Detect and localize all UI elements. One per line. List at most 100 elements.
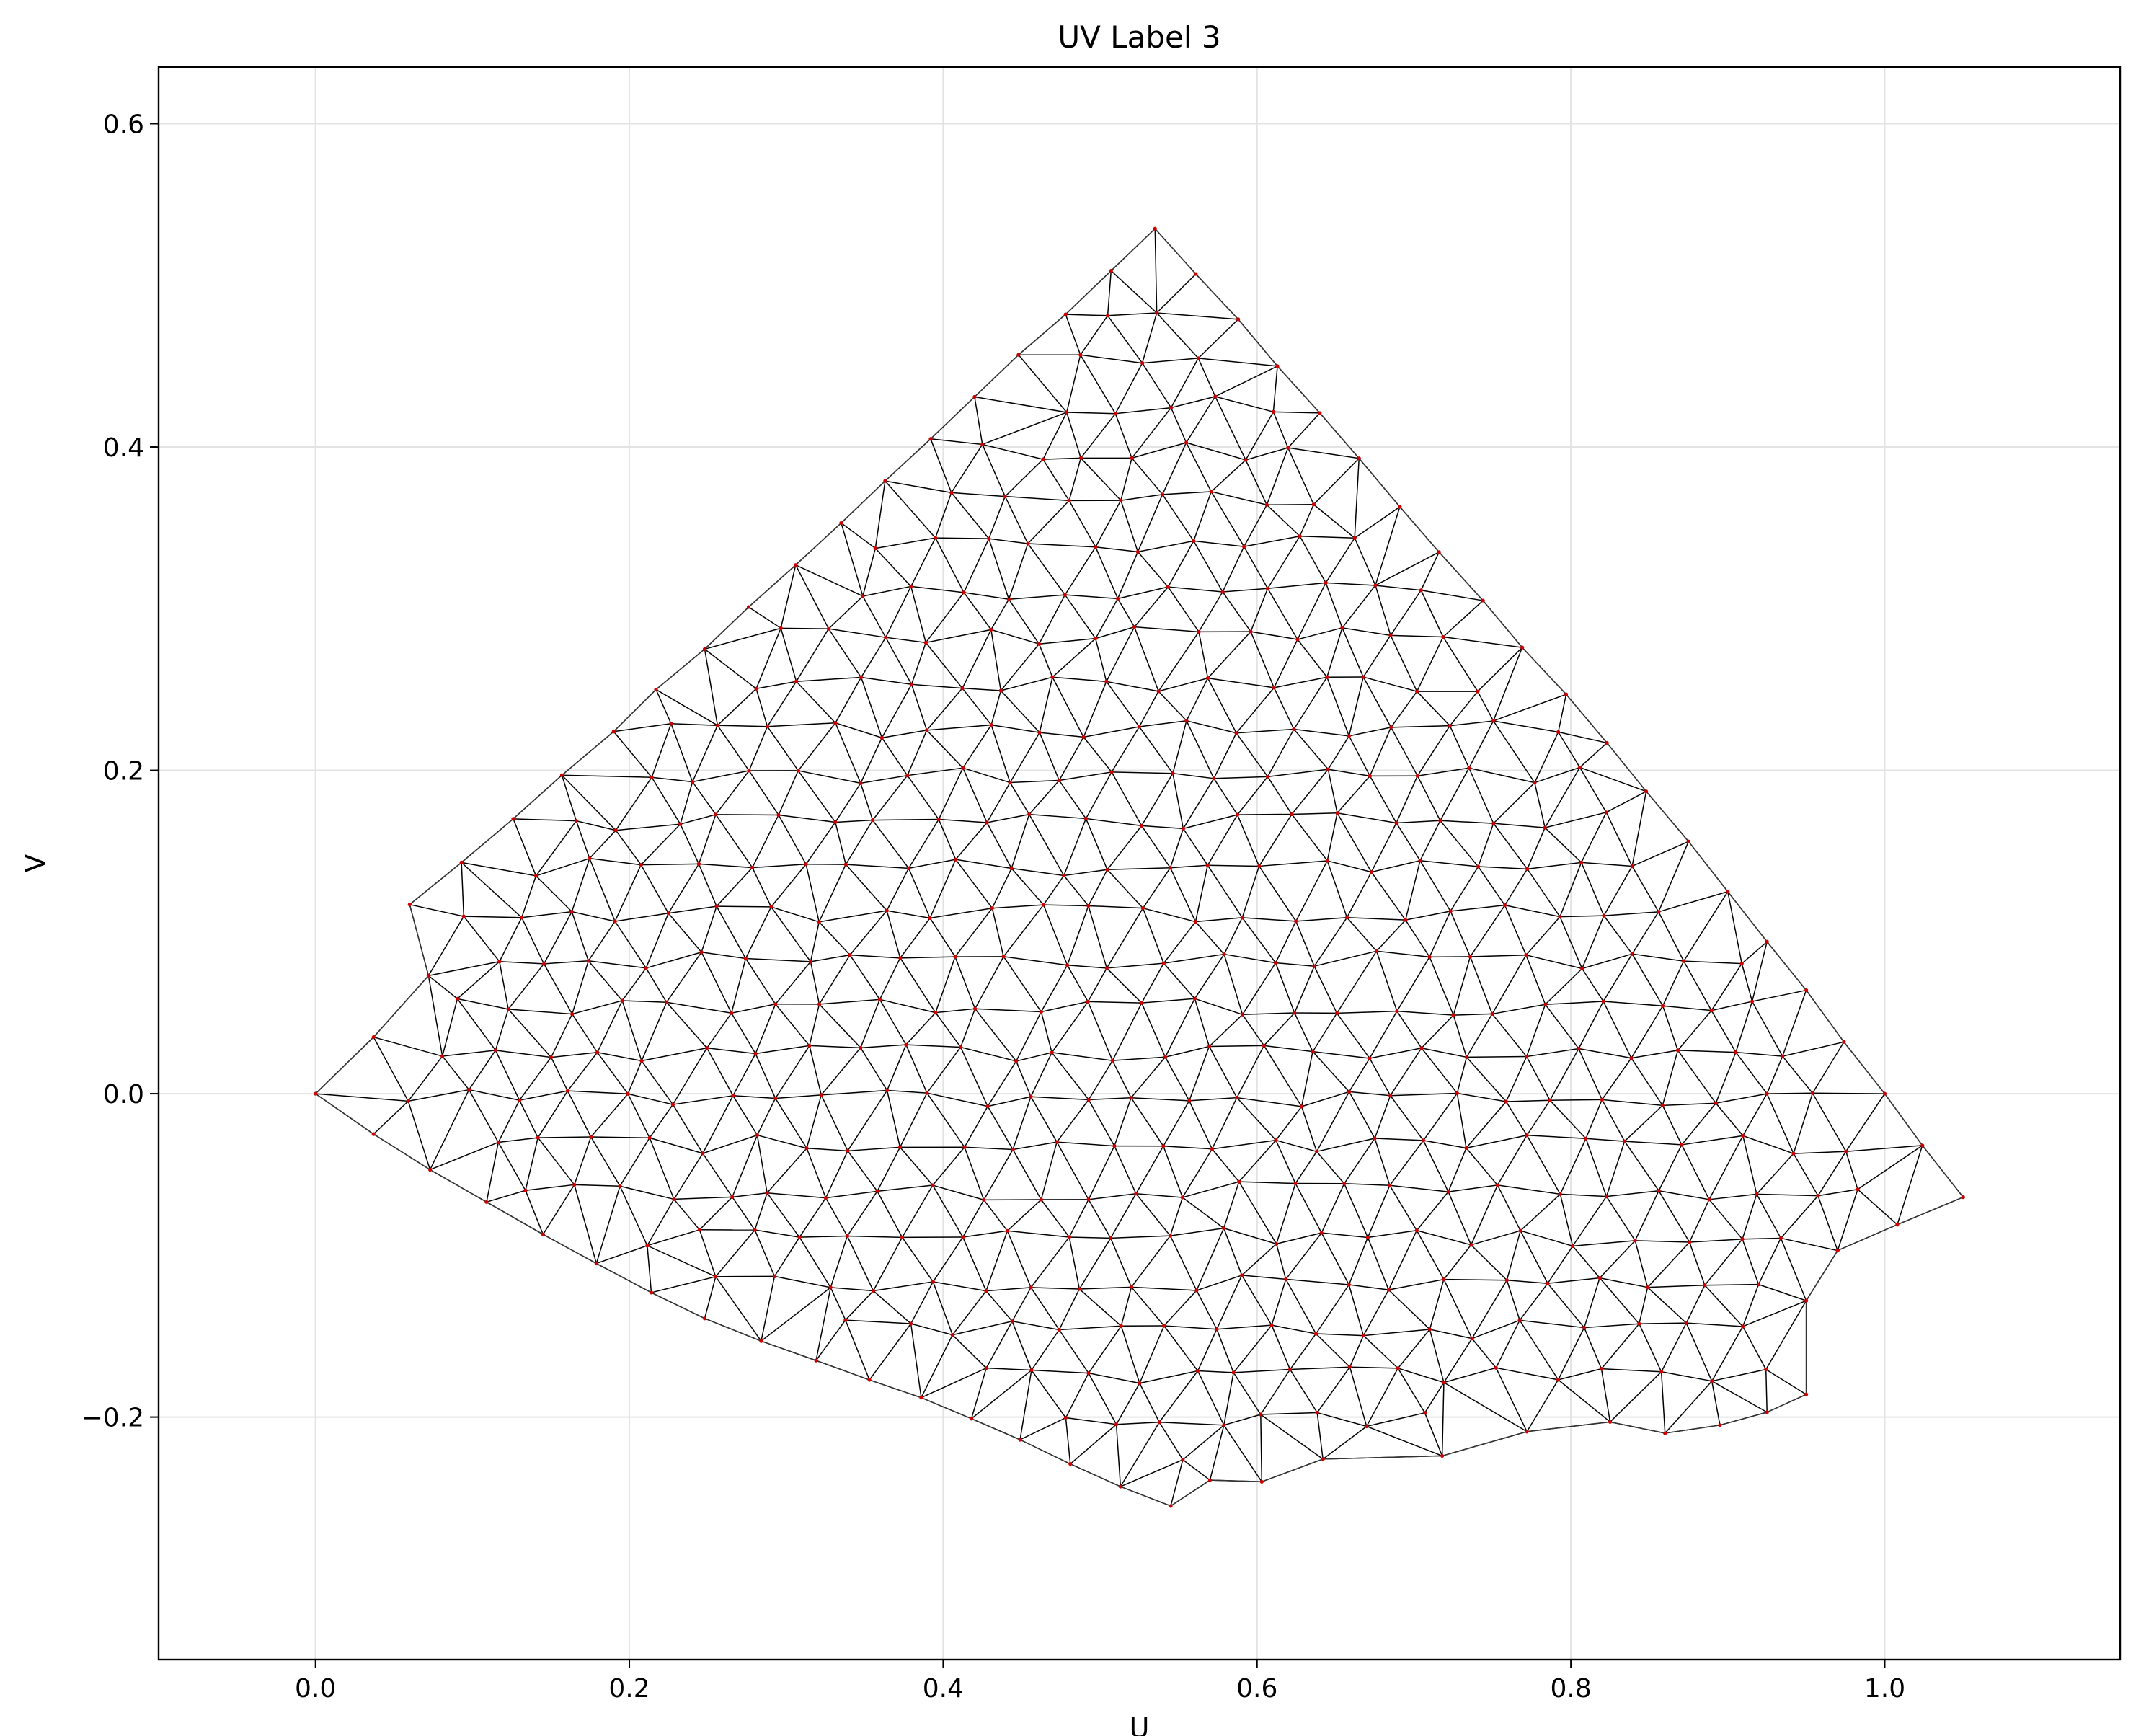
mesh-edge — [1095, 500, 1122, 548]
mesh-vertex — [1193, 919, 1198, 924]
mesh-edge — [1497, 1184, 1561, 1195]
mesh-edge — [962, 725, 992, 769]
mesh-edge — [1683, 960, 1742, 965]
mesh-edge — [754, 1229, 800, 1238]
mesh-edge — [1194, 954, 1225, 999]
mesh-vertex — [697, 1228, 701, 1232]
mesh-edge — [616, 823, 681, 831]
mesh-edge — [1170, 1227, 1224, 1236]
mesh-edge — [407, 1055, 443, 1102]
mesh-vertex — [1027, 812, 1032, 817]
mesh-edge — [1416, 637, 1444, 692]
mesh-vertex — [1718, 1423, 1722, 1427]
mesh-edge — [1493, 720, 1535, 784]
mesh-edge — [590, 1136, 621, 1187]
mesh-edge — [507, 1009, 552, 1058]
mesh-edge — [1088, 1060, 1113, 1100]
mesh-edge — [1354, 458, 1360, 539]
mesh-edge — [1708, 1193, 1757, 1200]
mesh-edge — [1605, 1196, 1636, 1241]
mesh-edge — [745, 957, 811, 962]
mesh-edge — [1193, 540, 1244, 547]
mesh-edge — [781, 627, 829, 629]
mesh-edge — [1064, 594, 1096, 639]
mesh-edge — [1390, 1048, 1422, 1097]
mesh-edge — [1421, 590, 1484, 601]
mesh-edge — [1059, 771, 1112, 781]
mesh-edge — [1164, 998, 1196, 1058]
mesh-vertex — [1448, 909, 1453, 913]
mesh-edge — [1631, 841, 1689, 867]
mesh-edge — [1088, 1373, 1117, 1425]
mesh-vertex — [569, 909, 574, 914]
mesh-vertex — [533, 874, 538, 878]
mesh-edge — [755, 688, 768, 727]
mesh-edge — [430, 1141, 499, 1171]
mesh-edge — [1189, 1100, 1213, 1150]
mesh-edge — [1661, 1322, 1687, 1373]
mesh-edge — [1163, 1100, 1190, 1147]
mesh-edge — [846, 1236, 874, 1291]
mesh-edge — [715, 1229, 755, 1277]
mesh-vertex — [1195, 1368, 1200, 1373]
mesh-edge — [1443, 1382, 1528, 1432]
mesh-edge — [755, 1045, 810, 1055]
mesh-edge — [1716, 1093, 1768, 1104]
mesh-edge — [621, 1000, 642, 1061]
mesh-edge — [1662, 1050, 1679, 1106]
mesh-edge — [497, 1142, 526, 1191]
mesh-edge — [1578, 1048, 1603, 1100]
mesh-vertex — [427, 1167, 433, 1172]
mesh-edge — [1527, 868, 1561, 918]
mesh-edge — [1088, 1192, 1136, 1200]
mesh-edge — [955, 859, 1012, 869]
mesh-edge — [1068, 1199, 1089, 1238]
mesh-edge — [1525, 955, 1546, 1005]
mesh-vertex — [1290, 812, 1294, 817]
mesh-edge — [1601, 1058, 1632, 1100]
mesh-edge — [1389, 1140, 1424, 1186]
mesh-edge — [1135, 1193, 1171, 1236]
mesh-vertex — [1259, 1479, 1264, 1484]
mesh-vertex — [879, 735, 884, 740]
mesh-edge — [1857, 1145, 1923, 1190]
mesh-edge — [1163, 962, 1195, 999]
mesh-edge — [1120, 1422, 1160, 1487]
mesh-edge — [1349, 1335, 1365, 1368]
mesh-edge — [1213, 732, 1237, 779]
mesh-edge — [1115, 1424, 1122, 1487]
mesh-vertex — [1558, 914, 1562, 919]
mesh-edge — [882, 730, 927, 739]
mesh-edge — [1107, 962, 1164, 969]
mesh-edge — [935, 1008, 975, 1014]
mesh-vertex — [1140, 906, 1145, 911]
mesh-edge — [1003, 956, 1068, 966]
mesh-edge — [806, 1094, 822, 1148]
mesh-vertex — [1275, 1241, 1279, 1246]
mesh-edge — [1325, 537, 1355, 583]
mesh-edge — [1141, 312, 1158, 363]
mesh-vertex — [1395, 1009, 1399, 1014]
mesh-edge — [655, 689, 672, 725]
mesh-vertex — [1294, 919, 1298, 924]
mesh-edge — [1585, 1138, 1608, 1197]
mesh-edge — [932, 1281, 954, 1335]
mesh-edge — [1579, 767, 1607, 813]
mesh-edge — [887, 1089, 927, 1094]
mesh-edge — [1236, 1045, 1265, 1098]
mesh-edge — [1004, 496, 1029, 544]
mesh-vertex — [1414, 1228, 1419, 1233]
mesh-vertices — [314, 226, 1965, 1508]
mesh-edge — [1506, 1099, 1551, 1102]
mesh-vertex — [497, 960, 502, 964]
mesh-edge — [887, 910, 931, 919]
mesh-vertex — [714, 1275, 718, 1279]
mesh-edge — [1686, 1322, 1743, 1327]
x-tick-label: 0.4 — [923, 1674, 964, 1704]
mesh-edge — [1297, 639, 1328, 678]
x-tick-label: 0.0 — [295, 1674, 336, 1704]
mesh-edge — [1662, 960, 1685, 1006]
mesh-edge — [761, 1276, 776, 1342]
mesh-edge — [1134, 586, 1169, 628]
mesh-vertex — [1386, 1288, 1391, 1292]
